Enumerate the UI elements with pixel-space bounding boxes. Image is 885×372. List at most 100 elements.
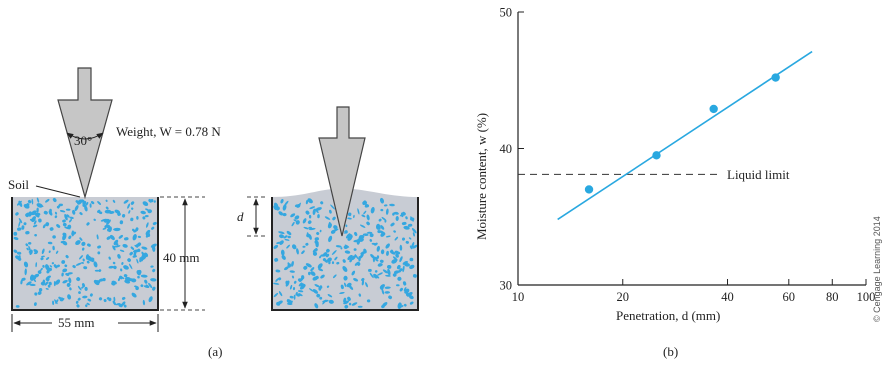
soil-particle bbox=[371, 242, 376, 245]
soil-particle bbox=[380, 225, 385, 230]
x-axis-label: Penetration, d (mm) bbox=[616, 308, 720, 323]
soil-particle bbox=[379, 230, 386, 235]
soil-particle bbox=[121, 301, 126, 306]
soil-particle bbox=[298, 282, 303, 287]
soil-particle bbox=[291, 275, 295, 279]
soil-particle bbox=[112, 245, 116, 251]
soil-particle bbox=[113, 227, 120, 231]
soil-particle bbox=[76, 277, 81, 282]
soil-particle bbox=[397, 302, 402, 309]
soil-particle bbox=[75, 240, 81, 246]
cone-penetrated bbox=[318, 106, 366, 237]
x-tick-label: 80 bbox=[826, 290, 839, 304]
soil-particle bbox=[106, 224, 111, 229]
soil-particle bbox=[275, 269, 281, 273]
soil-particle bbox=[326, 248, 330, 253]
soil-particle bbox=[406, 292, 413, 297]
soil-particle bbox=[319, 296, 323, 300]
soil-particle bbox=[375, 258, 379, 262]
soil-particle bbox=[303, 265, 308, 270]
soil-particle bbox=[403, 225, 410, 230]
soil-particle bbox=[303, 226, 309, 230]
soil-particle bbox=[28, 245, 31, 252]
soil-particles-penetrated bbox=[273, 197, 418, 309]
soil-particle bbox=[23, 203, 30, 209]
soil-particle bbox=[87, 298, 92, 302]
soil-particle bbox=[140, 284, 144, 288]
soil-particle bbox=[409, 295, 414, 300]
soil-particle bbox=[343, 300, 349, 305]
soil-particle bbox=[392, 256, 398, 261]
soil-particle bbox=[286, 230, 292, 236]
soil-particle bbox=[111, 282, 116, 286]
soil-particle bbox=[377, 272, 383, 276]
soil-particle bbox=[77, 297, 81, 301]
soil-particle bbox=[380, 249, 385, 255]
soil-particle bbox=[97, 201, 101, 205]
soil-particle bbox=[301, 250, 305, 255]
soil-particle bbox=[41, 248, 45, 255]
soil-particle bbox=[381, 289, 385, 295]
soil-particle bbox=[347, 217, 352, 220]
data-point bbox=[652, 151, 661, 160]
soil-particle bbox=[135, 286, 139, 291]
soil-particle bbox=[296, 293, 301, 297]
soil-particle bbox=[106, 219, 111, 225]
soil-particle bbox=[97, 245, 102, 249]
soil-particle bbox=[284, 238, 290, 241]
soil-particle bbox=[130, 217, 134, 222]
soil-particle bbox=[331, 261, 335, 265]
soil-particle bbox=[385, 235, 391, 238]
soil-particle bbox=[28, 241, 32, 245]
soil-particle bbox=[340, 247, 343, 250]
soil-particle bbox=[55, 279, 61, 285]
soil-particle bbox=[289, 295, 294, 299]
soil-particle bbox=[81, 247, 85, 251]
soil-particle bbox=[315, 275, 319, 280]
soil-particle bbox=[47, 284, 51, 288]
soil-particle bbox=[86, 222, 90, 226]
penetration-label: d bbox=[237, 209, 244, 224]
soil-particle bbox=[75, 262, 82, 266]
soil-particle bbox=[342, 259, 346, 263]
soil-particle bbox=[15, 305, 20, 308]
soil-particle bbox=[115, 242, 119, 246]
soil-particle bbox=[143, 285, 150, 289]
soil-particle bbox=[33, 216, 36, 219]
soil-particle bbox=[15, 212, 19, 216]
soil-particle bbox=[137, 275, 140, 279]
x-tick-label: 100 bbox=[857, 290, 876, 304]
soil-particle bbox=[127, 258, 131, 262]
soil-particle bbox=[143, 252, 149, 258]
soil-particle bbox=[390, 222, 395, 227]
soil-particle bbox=[402, 260, 409, 265]
y-axis-ticks: 30 40 50 bbox=[500, 6, 524, 293]
soil-container-penetrated bbox=[271, 106, 419, 311]
soil-particle bbox=[291, 260, 294, 267]
soil-particle bbox=[318, 268, 324, 272]
soil-particle bbox=[333, 225, 338, 230]
soil-particle bbox=[120, 268, 123, 272]
soil-particle bbox=[307, 220, 312, 224]
soil-particle bbox=[150, 243, 157, 248]
soil-particle bbox=[294, 215, 300, 220]
soil-particle bbox=[385, 274, 391, 277]
soil-particle bbox=[332, 216, 336, 221]
soil-particle bbox=[64, 264, 68, 268]
soil-particle bbox=[376, 245, 380, 252]
soil-particle bbox=[125, 277, 128, 281]
soil-particle bbox=[302, 245, 306, 248]
soil-particle bbox=[82, 283, 85, 288]
soil-particle bbox=[81, 241, 86, 247]
x-tick-label: 60 bbox=[783, 290, 796, 304]
soil-particle bbox=[295, 220, 300, 225]
soil-particle bbox=[21, 277, 26, 281]
soil-particle bbox=[305, 242, 309, 246]
soil-particle bbox=[366, 214, 370, 221]
soil-particle bbox=[281, 254, 286, 260]
soil-particle bbox=[358, 293, 362, 297]
soil-particle bbox=[20, 279, 23, 285]
soil-particle bbox=[294, 204, 298, 207]
soil-particle bbox=[347, 254, 353, 261]
soil-particle bbox=[79, 237, 83, 241]
